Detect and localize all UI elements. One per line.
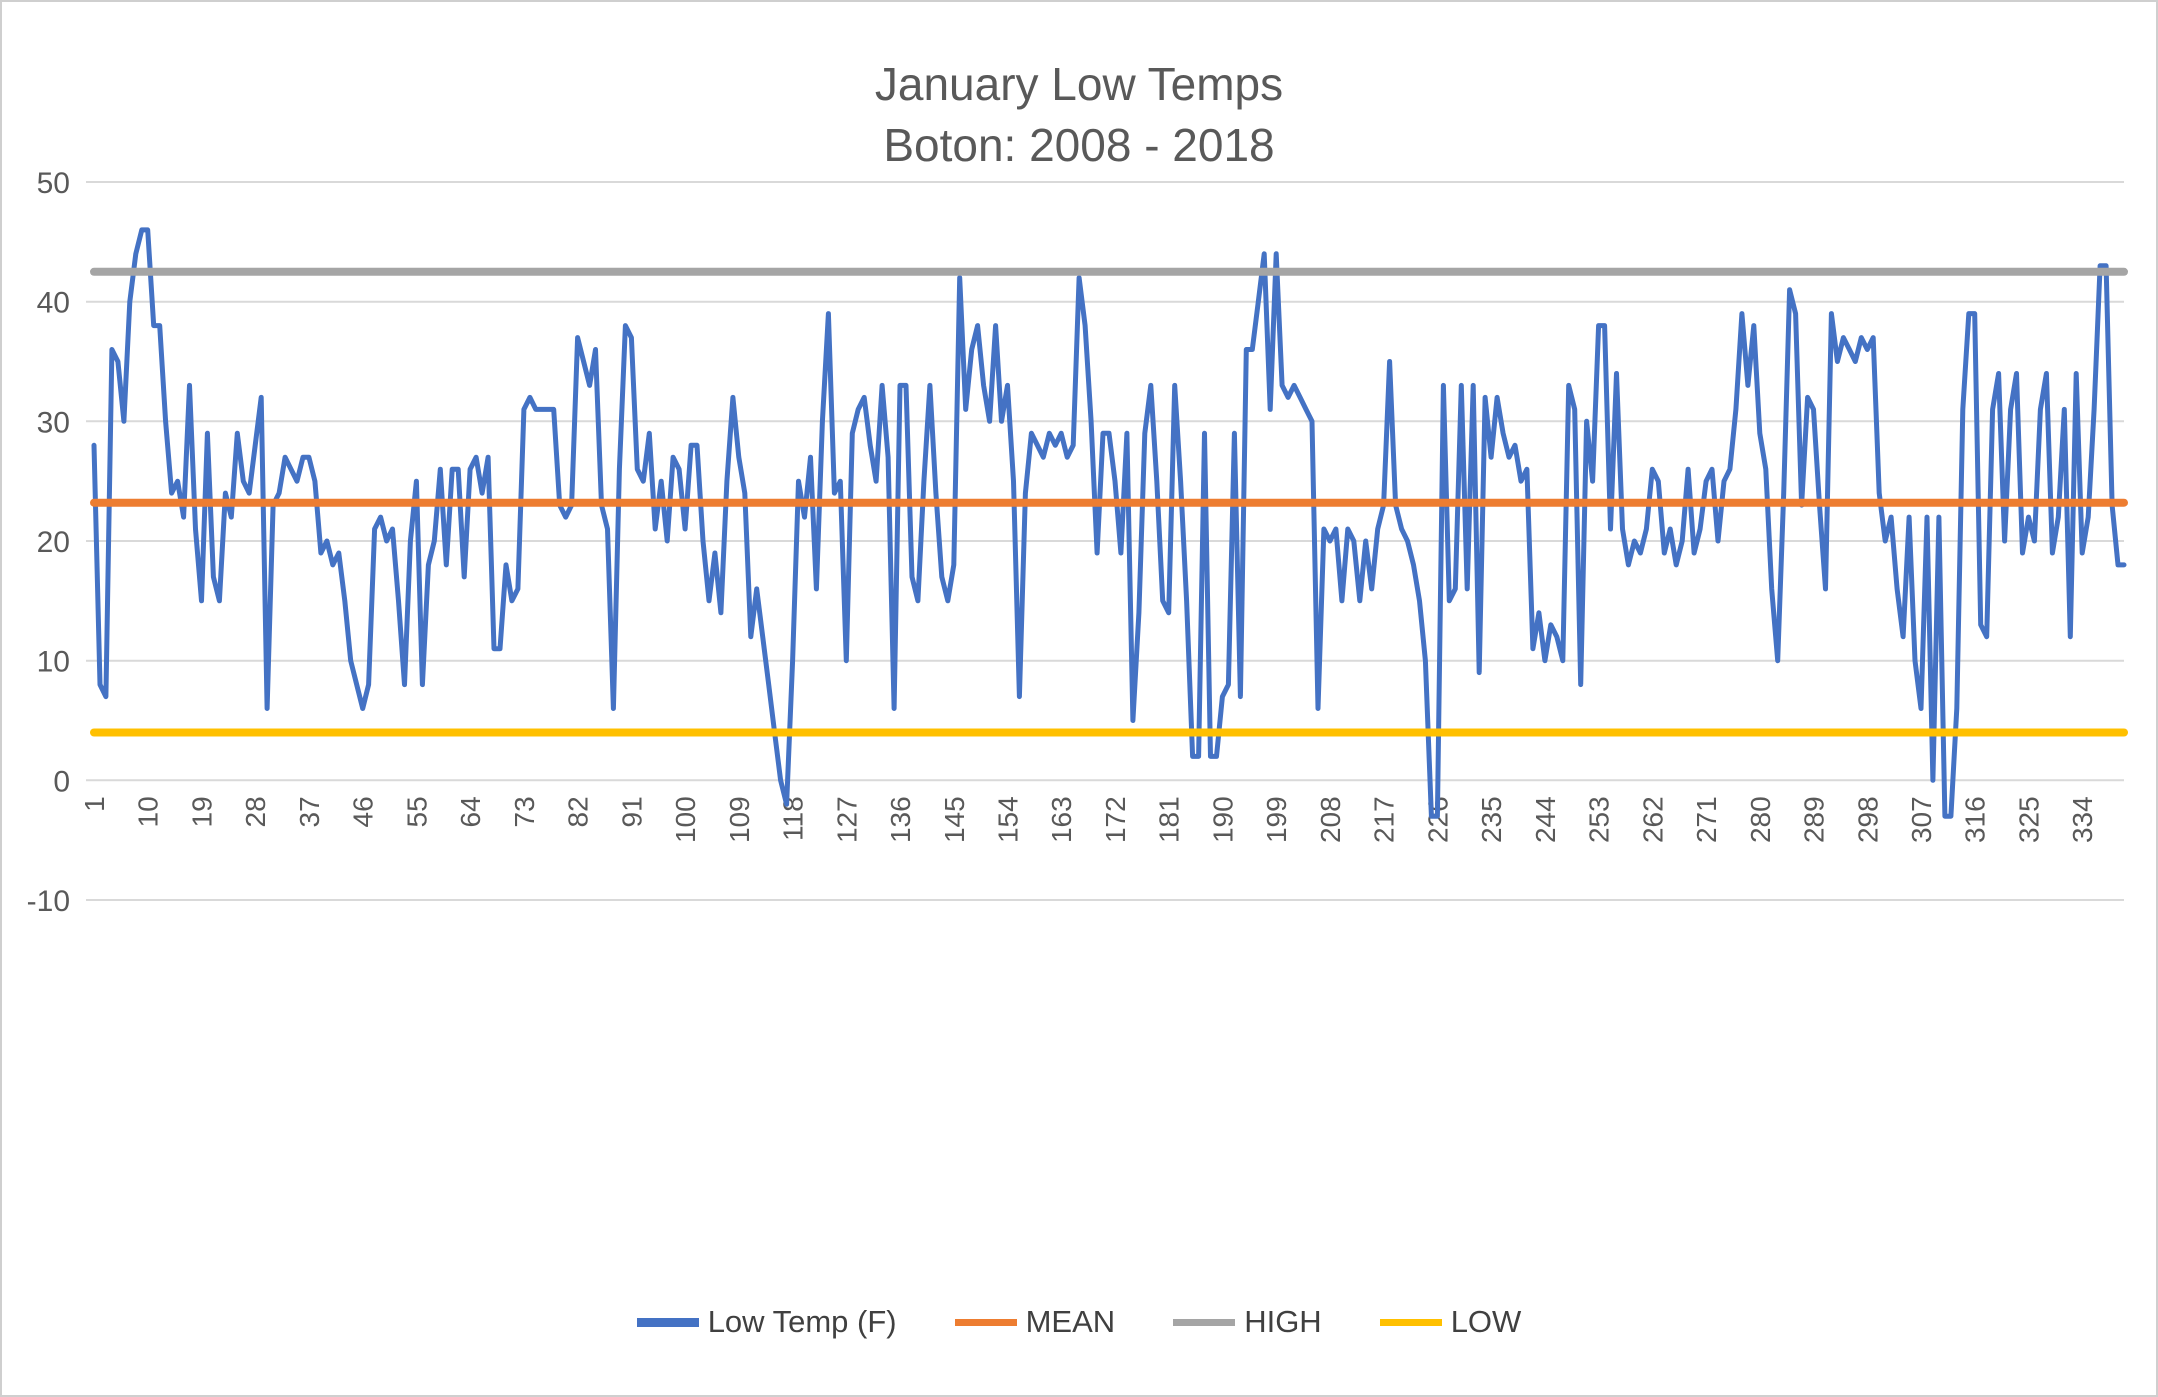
legend-item-low-temp: Low Temp (F): [636, 1304, 897, 1340]
x-tick-label: 289: [1799, 796, 1830, 843]
y-tick-label: -10: [27, 885, 70, 918]
x-tick-label: 127: [831, 796, 862, 843]
legend-item-high: HIGH: [1173, 1304, 1322, 1340]
x-tick-label: 199: [1261, 796, 1292, 843]
x-tick-label: 136: [885, 796, 916, 843]
y-tick-label: 10: [37, 646, 70, 679]
x-tick-label: 253: [1584, 796, 1615, 843]
x-tick-label: 1: [79, 796, 110, 812]
x-tick-label: 208: [1315, 796, 1346, 843]
x-tick-label: 82: [563, 796, 594, 827]
x-tick-label: 46: [348, 796, 379, 827]
x-tick-label: 37: [294, 796, 325, 827]
x-tick-label: 28: [240, 796, 271, 827]
x-tick-label: 190: [1207, 796, 1238, 843]
x-tick-label: 118: [778, 796, 809, 841]
chart-subtitle: Boton: 2008 - 2018: [883, 118, 1275, 171]
x-tick-label: 64: [455, 796, 486, 827]
legend-swatch-low: [1379, 1318, 1442, 1326]
x-tick-label: 163: [1046, 796, 1077, 843]
series-line-low-temp: [91, 227, 2127, 819]
x-tick-label: 19: [187, 796, 218, 827]
x-tick-label: 244: [1530, 796, 1561, 843]
legend-label-high: HIGH: [1244, 1304, 1322, 1339]
x-tick-label: 73: [509, 796, 540, 827]
x-tick-label: 217: [1369, 796, 1400, 843]
y-tick-label: 50: [37, 167, 70, 200]
legend-label-low: LOW: [1450, 1304, 1522, 1339]
y-tick-label: 40: [37, 287, 70, 320]
chart-title: January Low Temps: [874, 58, 1284, 110]
chart-title-block: January Low Temps Boton: 2008 - 2018: [2, 54, 2156, 175]
x-tick-label: 325: [2014, 796, 2045, 843]
y-tick-label: 30: [37, 406, 70, 439]
x-tick-label: 334: [2067, 796, 2098, 843]
legend-swatch-high: [1173, 1318, 1236, 1326]
y-tick-label: 0: [53, 765, 70, 798]
x-tick-label: 10: [133, 796, 164, 827]
legend-label-low-temp: Low Temp (F): [707, 1304, 897, 1339]
x-tick-label: 271: [1691, 796, 1722, 843]
x-tick-label: 145: [939, 796, 970, 843]
x-tick-label: 55: [401, 796, 432, 827]
legend-swatch-low-temp: [636, 1317, 699, 1327]
x-tick-label: 100: [670, 796, 701, 843]
x-tick-label: 280: [1745, 796, 1776, 843]
y-tick-label: 20: [37, 526, 70, 559]
x-tick-label: 307: [1906, 796, 1937, 843]
legend-item-mean: MEAN: [954, 1304, 1116, 1340]
legend-swatch-mean: [954, 1318, 1017, 1326]
legend-item-low: LOW: [1379, 1304, 1522, 1340]
x-tick-label: 154: [993, 796, 1024, 843]
x-tick-label: 316: [1960, 796, 1991, 843]
x-tick-label: 298: [1852, 796, 1883, 843]
legend-label-mean: MEAN: [1025, 1304, 1116, 1339]
x-tick-label: 262: [1637, 796, 1668, 843]
chart-legend: Low Temp (F) MEAN HIGH LOW: [2, 1304, 2156, 1340]
x-tick-label: 181: [1154, 796, 1185, 843]
x-tick-label: 235: [1476, 796, 1507, 843]
x-tick-label: 172: [1100, 796, 1131, 843]
x-tick-label: 109: [724, 796, 755, 843]
x-tick-label: 91: [616, 796, 647, 827]
